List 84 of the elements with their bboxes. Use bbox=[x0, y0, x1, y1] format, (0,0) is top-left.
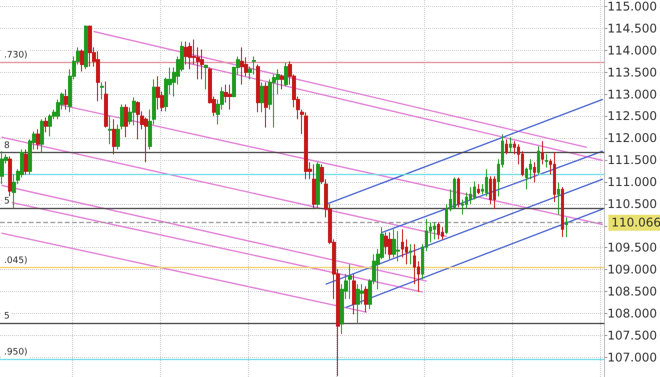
candlestick bbox=[312, 164, 316, 210]
candlestick bbox=[156, 76, 160, 110]
candlestick bbox=[441, 226, 444, 240]
candlestick bbox=[489, 176, 492, 205]
candlestick bbox=[316, 162, 320, 210]
candlestick bbox=[112, 118, 116, 155]
candlestick bbox=[304, 112, 308, 180]
candlestick bbox=[545, 154, 548, 168]
candlestick bbox=[364, 286, 368, 313]
annotation: 5 bbox=[4, 312, 10, 322]
candlestick bbox=[228, 84, 232, 110]
candlestick bbox=[433, 222, 436, 240]
y-tick-label: 111.500 bbox=[607, 153, 657, 168]
candlestick bbox=[188, 42, 192, 70]
y-tick-label: 108.000 bbox=[607, 306, 657, 320]
ref-line-label: 110.066 bbox=[611, 216, 660, 230]
candlestick bbox=[124, 104, 128, 138]
candlestick bbox=[409, 244, 412, 265]
candlestick bbox=[204, 64, 208, 90]
y-tick-label: 111.000 bbox=[607, 174, 657, 189]
candlestick bbox=[392, 228, 396, 258]
candlestick bbox=[557, 182, 560, 215]
candlestick bbox=[537, 146, 540, 175]
y-tick-label: 114.000 bbox=[607, 43, 657, 58]
candlestick bbox=[108, 116, 112, 145]
candlestick bbox=[280, 74, 284, 90]
candlestick bbox=[44, 116, 48, 133]
candlestick bbox=[505, 138, 508, 155]
y-tick-label: 109.000 bbox=[607, 262, 657, 277]
candlestick bbox=[256, 64, 260, 113]
candlestick bbox=[200, 49, 204, 80]
candlestick bbox=[396, 230, 400, 262]
candlestick bbox=[84, 24, 88, 70]
candlestick bbox=[561, 186, 564, 238]
annotation: .730) bbox=[4, 50, 28, 61]
candlestick bbox=[252, 56, 256, 76]
candlestick bbox=[384, 232, 388, 255]
candlestick bbox=[0, 150, 4, 185]
candlestick bbox=[100, 82, 104, 100]
candlestick bbox=[64, 88, 68, 110]
candlestick bbox=[509, 136, 512, 154]
candlestick bbox=[284, 62, 288, 87]
annotation: .045) bbox=[4, 256, 28, 266]
candlestick bbox=[493, 176, 496, 210]
candlestick bbox=[348, 264, 352, 300]
annotation: .950) bbox=[4, 348, 28, 358]
candlestick bbox=[132, 96, 136, 126]
candlestick bbox=[96, 50, 100, 102]
candlestick bbox=[24, 148, 28, 175]
candlestick bbox=[240, 46, 244, 86]
y-tick-label: 112.500 bbox=[607, 109, 657, 124]
candlestick bbox=[553, 152, 556, 203]
y-tick-label: 107.000 bbox=[607, 350, 657, 364]
candlestick bbox=[36, 128, 40, 150]
candlestick bbox=[485, 168, 488, 197]
candlestick bbox=[260, 82, 264, 113]
candlestick bbox=[48, 114, 52, 137]
candlestick bbox=[388, 232, 392, 260]
candlestick bbox=[352, 273, 356, 315]
annotation: 8 bbox=[4, 141, 10, 152]
candlestick bbox=[457, 177, 460, 208]
candlestick bbox=[104, 81, 108, 128]
y-tick-label: 113.500 bbox=[607, 65, 657, 80]
annotation: 5 bbox=[4, 196, 10, 207]
candlestick bbox=[136, 100, 140, 140]
candlestick bbox=[477, 184, 480, 195]
candlestick bbox=[437, 222, 440, 240]
y-tick-label: 109.500 bbox=[607, 240, 657, 255]
candlestick bbox=[264, 82, 268, 128]
candlestick bbox=[533, 162, 536, 183]
y-tick-label: 112.000 bbox=[607, 131, 657, 146]
y-tick-label: 113.000 bbox=[607, 87, 657, 102]
y-tick-label: 110.500 bbox=[607, 196, 657, 211]
candlestick bbox=[356, 284, 360, 324]
y-tick-label: 108.500 bbox=[607, 284, 657, 299]
candlestick bbox=[88, 24, 92, 68]
candlestick bbox=[565, 216, 568, 238]
y-tick-label: 107.500 bbox=[607, 328, 657, 342]
candlestick bbox=[40, 118, 44, 154]
y-tick-label: 115.000 bbox=[607, 0, 657, 14]
candlestick bbox=[80, 49, 84, 72]
candlestick bbox=[541, 140, 544, 165]
y-tick-label: 114.500 bbox=[607, 21, 657, 36]
candlestick bbox=[453, 177, 456, 210]
